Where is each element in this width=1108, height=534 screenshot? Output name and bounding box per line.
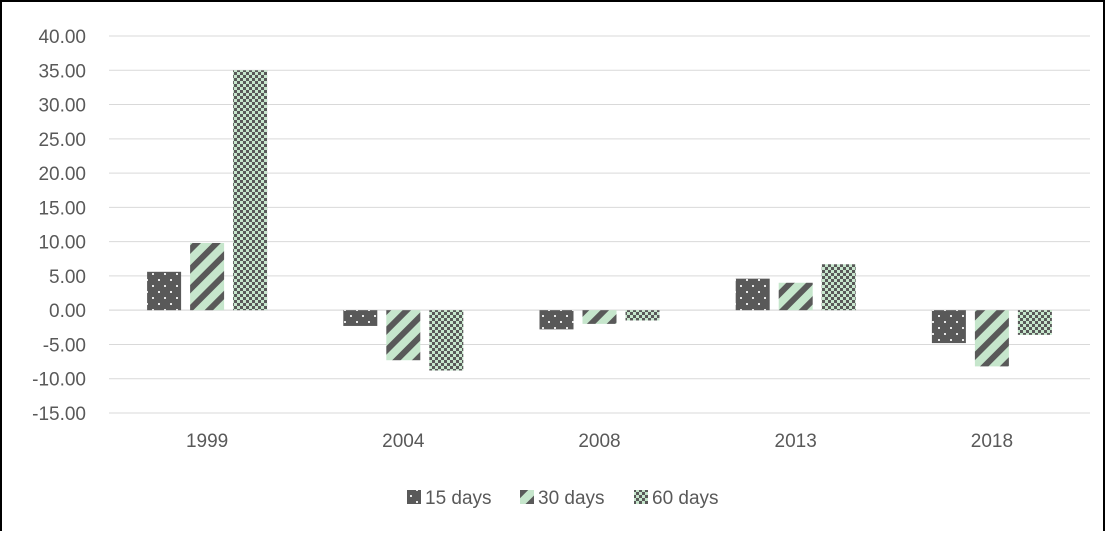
legend-swatch — [407, 490, 421, 504]
legend-swatch — [520, 490, 534, 504]
legend-label: 30 days — [538, 488, 605, 509]
bars — [147, 70, 1052, 371]
bar-15-days-2013 — [735, 278, 770, 311]
y-tick-label: 25.00 — [38, 130, 86, 151]
x-tick-label: 2004 — [382, 431, 425, 452]
x-tick-label: 1999 — [186, 431, 228, 452]
legend: 15 days 30 days 60 days — [407, 488, 719, 509]
x-tick-label: 2018 — [971, 431, 1013, 452]
y-tick-label: 10.00 — [38, 233, 86, 254]
x-tick-label: 2013 — [775, 431, 817, 452]
y-tick-label: -10.00 — [32, 370, 86, 391]
bar-60-days-1999 — [233, 70, 268, 311]
legend-item-30-days: 30 days — [520, 488, 605, 509]
y-tick-label: 35.00 — [38, 61, 86, 82]
legend-swatch — [634, 490, 648, 504]
bar-30-days-2018 — [974, 310, 1009, 367]
legend-label: 15 days — [425, 488, 492, 509]
y-tick-label: -15.00 — [32, 404, 86, 425]
y-tick-label: 0.00 — [49, 301, 86, 322]
legend-label: 60 days — [652, 488, 719, 509]
x-axis: 1999 2004 2008 2013 2018 — [186, 431, 1013, 452]
bar-30-days-2013 — [778, 282, 813, 311]
x-tick-label: 2008 — [578, 431, 620, 452]
y-tick-label: 20.00 — [38, 164, 86, 185]
y-tick-label: -5.00 — [43, 335, 86, 356]
y-axis: 40.00 35.00 30.00 25.00 20.00 15.00 10.00 5.00 0… — [32, 27, 86, 425]
y-tick-label: 5.00 — [49, 267, 86, 288]
bar-15-days-2008 — [539, 310, 574, 330]
bar-60-days-2018 — [1017, 310, 1052, 335]
legend-item-15-days: 15 days — [407, 488, 492, 509]
y-tick-label: 40.00 — [38, 27, 86, 48]
y-tick-label: 15.00 — [38, 198, 86, 219]
y-tick-label: 30.00 — [38, 96, 86, 117]
bar-60-days-2004 — [429, 310, 464, 371]
bar-15-days-2018 — [931, 310, 966, 344]
legend-item-60-days: 60 days — [634, 488, 719, 509]
bar-15-days-1999 — [147, 271, 182, 311]
bar-30-days-2004 — [386, 310, 421, 361]
bar-30-days-2008 — [582, 310, 617, 324]
bar-60-days-2013 — [821, 264, 856, 311]
bar-60-days-2008 — [625, 310, 660, 321]
bar-15-days-2004 — [343, 310, 378, 326]
bar-30-days-1999 — [190, 243, 225, 311]
